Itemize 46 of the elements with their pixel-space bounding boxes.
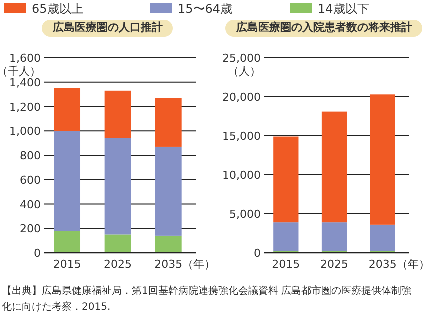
text: 【出典】広島県健康福祉局．第1回基幹病院連携強化会議資料 広島都市圏の医療提供体制強化に向けた考察．2015.	[2, 284, 413, 315]
x-tick-label: 2015	[272, 258, 300, 271]
bar	[54, 88, 81, 132]
y-tick-label: 5,000	[230, 208, 261, 221]
bar	[274, 222, 299, 252]
y-tick-label: 25,000	[222, 52, 261, 65]
bar	[322, 222, 348, 252]
legend-label: 14歳以下	[318, 2, 370, 16]
y-axis-title: （千人）	[0, 65, 41, 78]
bar	[274, 136, 299, 223]
chart-title: 広島医療圏の人口推計	[52, 21, 163, 34]
x-tick-label: 2025	[104, 258, 132, 271]
y-tick-label: 20,000	[222, 91, 261, 104]
legend-label: 15〜64歳	[178, 2, 233, 16]
bar	[104, 90, 132, 138]
x-tick-label: 2035	[368, 258, 397, 271]
bar	[54, 131, 81, 232]
x-axis-title: （年）	[396, 258, 424, 271]
x-tick-label: 2025	[320, 258, 348, 271]
y-tick-label: 0	[34, 247, 41, 260]
y-tick-label: 200	[20, 222, 41, 236]
bar	[155, 98, 182, 147]
y-tick-label: 15,000	[222, 130, 261, 143]
bar	[104, 234, 132, 253]
bar	[155, 236, 182, 253]
y-tick-label: 1,200	[10, 100, 41, 114]
bar	[370, 224, 396, 252]
legend-label: 65歳以上	[32, 2, 84, 16]
x-tick-label: 2015	[53, 258, 82, 271]
y-tick-label: 1,400	[10, 76, 41, 90]
y-tick-label: 0	[254, 247, 261, 260]
bar	[370, 94, 396, 225]
bar	[104, 138, 132, 235]
bar	[322, 112, 348, 223]
y-tick-label: 600	[20, 174, 41, 187]
x-tick-label: 2035	[154, 258, 183, 271]
y-tick-label: 1,600	[10, 52, 41, 65]
bar	[155, 146, 182, 236]
chart-title: 広島医療圏の入院患者数の将来推計	[236, 21, 412, 34]
y-axis-title: （人）	[228, 65, 261, 78]
y-tick-label: 1,000	[10, 125, 41, 138]
x-axis-title: （年）	[182, 258, 216, 271]
y-tick-label: 10,000	[222, 169, 261, 182]
y-tick-label: 800	[20, 150, 41, 162]
y-tick-label: 400	[20, 198, 41, 212]
bar	[54, 231, 81, 253]
